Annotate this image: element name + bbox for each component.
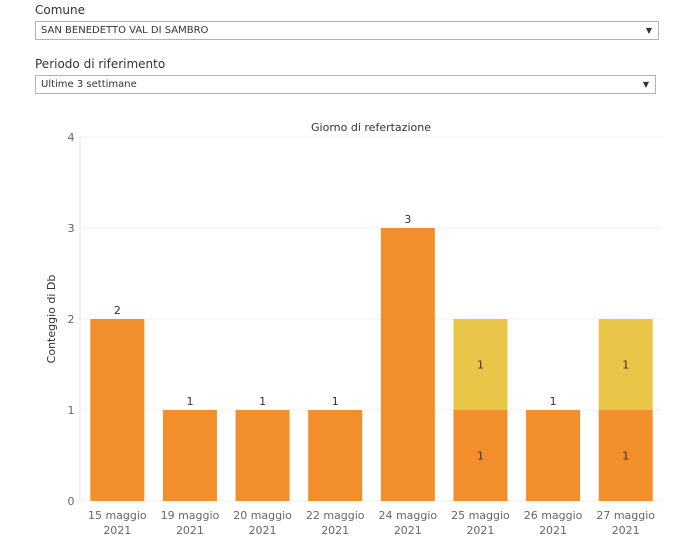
y-tick-label: 0	[68, 495, 75, 508]
bar-segment	[598, 410, 653, 501]
x-tick-label: 15 maggio	[88, 509, 147, 522]
bar-segment	[453, 319, 508, 410]
y-tick-label: 2	[68, 313, 75, 326]
bar-segment	[162, 410, 217, 501]
bar-segment	[308, 410, 363, 501]
bar-data-label: 1	[477, 359, 484, 372]
x-tick-label: 27 maggio	[596, 509, 655, 522]
y-axis-title: Conteggio di Db	[45, 275, 58, 364]
chevron-down-icon: ▼	[645, 26, 652, 35]
x-tick-label: 2021	[466, 524, 494, 537]
x-tick-label: 2021	[321, 524, 349, 537]
y-tick-label: 4	[68, 131, 75, 144]
bar-data-label: 1	[186, 395, 193, 408]
x-tick-label: 20 maggio	[233, 509, 292, 522]
bar-segment	[235, 410, 290, 501]
filter-comune-label: Comune	[35, 3, 86, 17]
comune-select[interactable]: SAN BENEDETTO VAL DI SAMBRO ▼	[35, 21, 659, 40]
bar-layer	[90, 228, 653, 501]
x-tick-label: 2021	[539, 524, 567, 537]
bar-data-label: 1	[622, 450, 629, 463]
bar-data-label: 1	[550, 395, 557, 408]
bar-data-label: 3	[404, 213, 411, 226]
filter-periodo-label: Periodo di riferimento	[35, 57, 166, 71]
x-tick-label: 2021	[612, 524, 640, 537]
bar-segment	[453, 410, 508, 501]
x-tick-label: 2021	[103, 524, 131, 537]
periodo-select-value: Ultime 3 settimane	[41, 79, 137, 90]
y-tick-label: 3	[68, 222, 75, 235]
chart-title: Giorno di refertazione	[311, 121, 431, 134]
bar-segment	[380, 228, 435, 501]
x-tick-label: 2021	[176, 524, 204, 537]
bar-data-label: 1	[477, 450, 484, 463]
comune-select-value: SAN BENEDETTO VAL DI SAMBRO	[41, 25, 209, 36]
bar-segment	[90, 319, 145, 501]
bar-segment	[526, 410, 581, 501]
periodo-select[interactable]: Ultime 3 settimane ▼	[35, 75, 656, 94]
x-tick-label: 19 maggio	[161, 509, 220, 522]
bar-data-label: 1	[622, 359, 629, 372]
x-tick-label: 2021	[394, 524, 422, 537]
x-tick-label: 22 maggio	[306, 509, 365, 522]
bar-data-label: 1	[332, 395, 339, 408]
bar-segment	[598, 319, 653, 410]
bar-data-label: 2	[114, 304, 121, 317]
chevron-down-icon: ▼	[642, 80, 649, 89]
y-tick-label: 1	[68, 404, 75, 417]
x-tick-label: 24 maggio	[378, 509, 437, 522]
x-tick-label: 26 maggio	[524, 509, 583, 522]
x-tick-label: 2021	[249, 524, 277, 537]
bar-data-label: 1	[259, 395, 266, 408]
x-tick-label: 25 maggio	[451, 509, 510, 522]
label-layer: 0 1 2 3 4 2 15 maggio 2021 1 19 maggio 2021 1 20 mag…	[68, 131, 656, 537]
